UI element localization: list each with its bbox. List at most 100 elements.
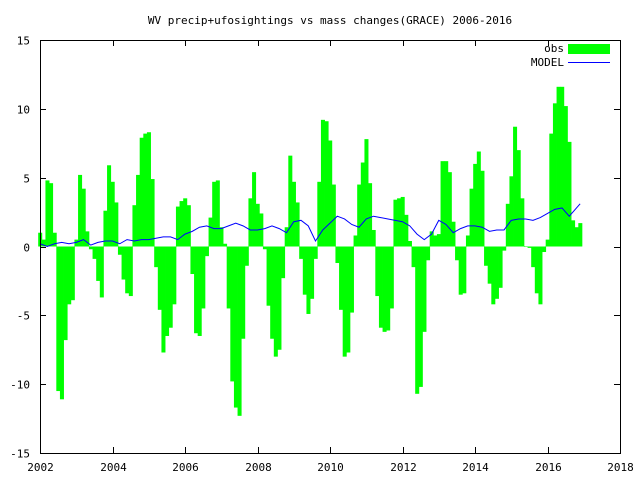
obs-bar xyxy=(266,246,271,306)
obs-bar xyxy=(556,86,561,247)
obs-bar xyxy=(552,103,557,247)
obs-bar xyxy=(328,140,333,247)
obs-bar xyxy=(45,180,50,247)
x-tick-label: 2010 xyxy=(317,461,344,474)
obs-bar xyxy=(418,246,423,387)
obs-bar xyxy=(165,246,170,336)
obs-bar xyxy=(382,246,387,332)
obs-bar xyxy=(317,181,322,247)
obs-bar xyxy=(201,246,206,309)
obs-bar xyxy=(194,246,199,334)
obs-bar xyxy=(357,184,362,247)
obs-bar xyxy=(360,162,365,247)
obs-bar xyxy=(125,246,130,294)
obs-bar xyxy=(368,183,373,247)
obs-bar xyxy=(63,246,68,341)
x-tick-label: 2008 xyxy=(245,461,272,474)
obs-bar xyxy=(378,246,383,328)
obs-bar xyxy=(480,170,485,247)
obs-bar xyxy=(284,227,289,247)
obs-bar xyxy=(299,246,304,259)
obs-bar xyxy=(233,246,238,408)
obs-bar xyxy=(523,246,528,247)
x-axis: 2002 2004 2006 2008 2010 2012 2014 2016 2018 xyxy=(27,40,634,474)
legend-label-obs: obs xyxy=(544,42,564,55)
obs-bar xyxy=(302,246,307,295)
obs-bar xyxy=(85,231,90,247)
y-tick-label: 15 xyxy=(17,35,30,48)
obs-bar xyxy=(190,246,195,275)
obs-bar xyxy=(186,205,191,247)
obs-bar xyxy=(110,181,115,247)
x-tick-label: 2016 xyxy=(535,461,562,474)
obs-bar xyxy=(197,246,202,336)
obs-bar xyxy=(175,206,180,247)
obs-bar xyxy=(502,246,507,251)
obs-bar xyxy=(136,174,141,247)
obs-bar xyxy=(516,150,521,247)
obs-bar xyxy=(393,199,398,247)
obs-bar xyxy=(542,246,547,253)
obs-bar xyxy=(143,133,148,247)
obs-bar xyxy=(270,246,275,339)
legend-swatch-obs xyxy=(568,44,610,54)
y-tick-label: 10 xyxy=(17,104,30,117)
obs-bar xyxy=(128,246,133,297)
obs-bar xyxy=(96,246,101,281)
obs-bar xyxy=(161,246,166,353)
obs-bar xyxy=(509,176,514,247)
obs-bar xyxy=(563,106,568,247)
obs-bar xyxy=(465,235,470,247)
obs-bar xyxy=(534,246,539,294)
obs-bar xyxy=(335,246,340,264)
obs-bar xyxy=(230,246,235,382)
obs-bar xyxy=(484,246,489,266)
legend: obs MODEL xyxy=(531,42,610,69)
obs-bar xyxy=(49,183,54,247)
obs-bar xyxy=(146,132,151,247)
obs-bar xyxy=(331,184,336,247)
obs-bar xyxy=(121,246,126,280)
obs-bar xyxy=(313,246,318,259)
obs-bar xyxy=(255,203,260,247)
obs-bar xyxy=(154,246,159,268)
obs-bar xyxy=(444,161,449,247)
y-tick-label: -15 xyxy=(10,448,30,461)
obs-bar xyxy=(237,246,242,416)
obs-bar xyxy=(226,246,231,309)
obs-bar xyxy=(172,246,177,305)
obs-bar xyxy=(310,246,315,299)
obs-bars xyxy=(38,86,583,416)
obs-bar xyxy=(208,217,213,247)
x-tick-label: 2014 xyxy=(462,461,489,474)
obs-bar xyxy=(433,235,438,247)
x-tick-label: 2012 xyxy=(390,461,417,474)
obs-bar xyxy=(560,86,565,247)
obs-bar xyxy=(248,198,253,247)
obs-bar xyxy=(252,172,257,247)
x-tick-label: 2018 xyxy=(607,461,634,474)
obs-bar xyxy=(371,229,376,247)
obs-bar xyxy=(422,246,427,332)
chart-title: WV precip+ufosightings vs mass changes(G… xyxy=(148,14,512,27)
obs-bar xyxy=(114,202,119,247)
model-line-group xyxy=(39,203,581,248)
legend-label-model: MODEL xyxy=(531,56,564,69)
obs-bar xyxy=(353,235,358,247)
obs-bar xyxy=(324,121,329,247)
obs-bar xyxy=(513,126,518,247)
obs-bar xyxy=(531,246,536,268)
obs-bar xyxy=(415,246,420,394)
obs-bar xyxy=(56,246,61,392)
obs-bar xyxy=(426,246,431,261)
obs-bar xyxy=(295,202,300,247)
obs-bar xyxy=(389,246,394,309)
obs-bar xyxy=(281,246,286,279)
obs-bar xyxy=(59,246,64,400)
obs-bar xyxy=(320,119,325,247)
obs-bar xyxy=(549,133,554,247)
obs-bar xyxy=(567,141,572,247)
obs-bar xyxy=(440,161,445,247)
obs-bar xyxy=(88,246,93,250)
